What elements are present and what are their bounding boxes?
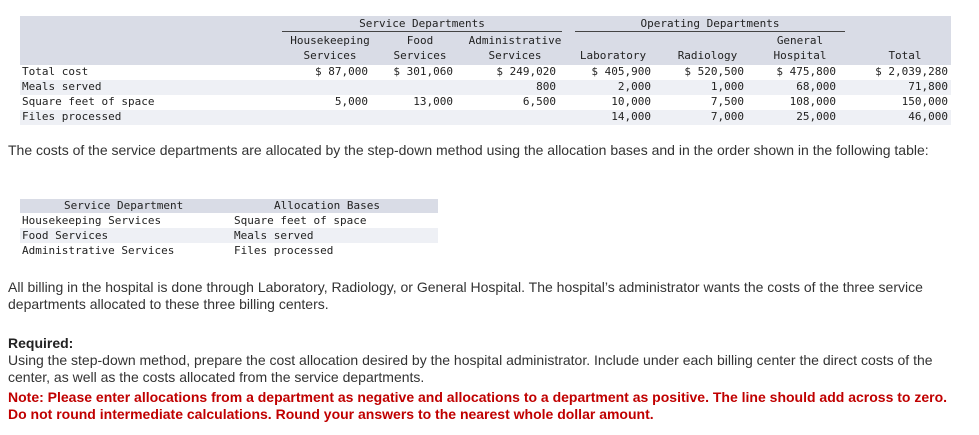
cell-sqft-housekeeping: 5,000	[334, 95, 368, 108]
cell-files-general: 25,000	[796, 110, 836, 123]
col-header-food-1: Food	[406, 34, 434, 47]
note-text: Note: Please enter allocations from a de…	[8, 389, 948, 422]
cell-total-cost-total: $ 2,039,280	[875, 65, 948, 78]
row-label-meals-served: Meals served	[22, 80, 102, 93]
dept-administrative: Administrative Services	[22, 244, 175, 257]
cell-sqft-admin: 6,500	[522, 95, 556, 108]
header-allocation-bases: Allocation Bases	[274, 199, 380, 212]
col-header-admin-1: Administrative	[468, 34, 562, 47]
cell-files-laboratory: 14,000	[611, 110, 651, 123]
group-underline-service	[282, 31, 562, 32]
group-header-operating: Operating Departments	[640, 17, 780, 30]
col-header-housekeeping-2: Services	[303, 49, 357, 62]
allocation-bases-table: Service Department Allocation Bases Hous…	[20, 199, 438, 259]
cell-total-cost-housekeeping: $ 87,000	[315, 65, 368, 78]
col-header-food-2: Services	[393, 49, 447, 62]
intro-paragraph: The costs of the service departments are…	[8, 142, 929, 158]
cell-meals-laboratory: 2,000	[617, 80, 651, 93]
cell-total-cost-admin: $ 249,020	[496, 65, 556, 78]
required-heading: Required:	[8, 335, 74, 351]
col-header-housekeeping-1: Housekeeping	[290, 34, 370, 47]
row-label-square-feet: Square feet of space	[22, 95, 155, 108]
dept-food: Food Services	[22, 229, 109, 242]
basis-square-feet: Square feet of space	[234, 214, 367, 227]
header-service-department: Service Department	[64, 199, 184, 212]
table-header-band	[20, 16, 951, 65]
row-label-files-processed: Files processed	[22, 110, 122, 123]
cell-total-cost-radiology: $ 520,500	[684, 65, 744, 78]
basis-files: Files processed	[234, 244, 334, 257]
cell-sqft-radiology: 7,500	[710, 95, 744, 108]
required-text: Using the step-down method, prepare the …	[8, 352, 933, 385]
basis-meals: Meals served	[234, 229, 314, 242]
group-header-service: Service Departments	[359, 17, 485, 30]
cell-sqft-food: 13,000	[413, 95, 453, 108]
cell-total-cost-general: $ 475,800	[776, 65, 836, 78]
col-header-admin-2: Services	[488, 49, 542, 62]
cell-sqft-laboratory: 10,000	[611, 95, 651, 108]
cell-meals-admin: 800	[536, 80, 556, 93]
cell-meals-total: 71,800	[908, 80, 948, 93]
cell-meals-general: 68,000	[796, 80, 836, 93]
row-label-total-cost: Total cost	[22, 65, 89, 78]
col-header-general-2: Hospital	[773, 49, 827, 62]
group-underline-operating	[575, 31, 845, 32]
cell-meals-radiology: 1,000	[710, 80, 744, 93]
cell-sqft-general: 108,000	[789, 95, 836, 108]
cell-sqft-total: 150,000	[901, 95, 948, 108]
col-header-laboratory: Laboratory	[579, 49, 647, 62]
department-data-table: Service Departments Operating Department…	[20, 16, 951, 126]
cell-total-cost-food: $ 301,060	[393, 65, 453, 78]
billing-paragraph: All billing in the hospital is done thro…	[8, 279, 923, 312]
cell-total-cost-laboratory: $ 405,900	[591, 65, 651, 78]
cell-files-radiology: 7,000	[710, 110, 744, 123]
allocation-table-header-band	[20, 199, 438, 213]
cell-files-total: 46,000	[908, 110, 948, 123]
col-header-total: Total	[888, 49, 922, 62]
col-header-general-1: General	[776, 34, 824, 47]
dept-housekeeping: Housekeeping Services	[22, 214, 162, 227]
col-header-radiology: Radiology	[677, 49, 738, 62]
